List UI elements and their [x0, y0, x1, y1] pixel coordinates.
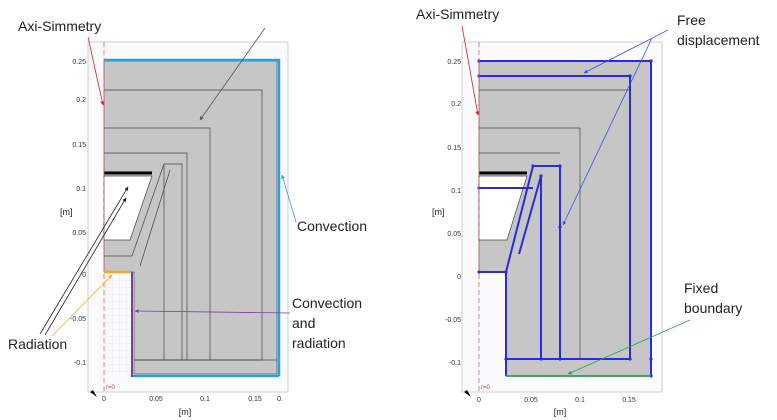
- right-origin-arrow: [464, 390, 471, 397]
- right-label-axi-symmetry: Axi-Simmetry: [416, 6, 499, 22]
- right-x-unit: [m]: [554, 407, 567, 417]
- left-arrow-radiation-3: [51, 274, 113, 337]
- right-y-ticks: 0.25 0.2 0.15 0.1 0.05 0 -0.05 -0.1: [445, 59, 461, 367]
- left-arrow-convection: [281, 174, 297, 223]
- left-inner-line: [104, 127, 211, 360]
- right-y-tick-label: 0.2: [451, 101, 461, 108]
- left-x-tick-label: 0.1: [200, 396, 210, 403]
- right-y-tick-label: 0: [457, 274, 461, 281]
- left-y-tick-label: -0.1: [74, 360, 86, 367]
- left-y-tick-label: 0.2: [76, 97, 86, 104]
- right-y-tick-label: 0.1: [451, 188, 461, 195]
- left-y-tick-label: -0.05: [70, 316, 86, 323]
- right-y-unit: [m]: [432, 207, 445, 217]
- right-arrow-fixed: [567, 319, 691, 375]
- left-x-unit: [m]: [179, 407, 192, 417]
- right-node: [539, 357, 543, 361]
- left-label-convrad-1: Convection: [292, 295, 362, 311]
- right-free-inner-l: [479, 75, 631, 360]
- left-y-tick-label: 0.25: [72, 59, 86, 66]
- left-convection-boundary: [104, 58, 281, 376]
- right-node: [628, 74, 632, 78]
- right-y-tick-label: 0.25: [447, 59, 461, 66]
- right-label-fixed-1: Fixed: [684, 280, 718, 296]
- right-free-slant: [505, 165, 561, 359]
- left-y-unit: [m]: [60, 207, 73, 217]
- left-x-tick-label: 0.: [277, 396, 283, 403]
- left-origin-arrow: [90, 390, 97, 397]
- right-label-free-1: Free: [677, 12, 706, 28]
- right-x-ticks: 0 0.05 0.1 0.15: [477, 397, 636, 404]
- right-node: [558, 357, 562, 361]
- right-panel: r=0 0.25 0.2 0.15 0.1 0.05 0 -0.05 -0.1 …: [416, 6, 760, 417]
- right-node: [649, 59, 653, 63]
- left-arrow-axi-symmetry: [87, 36, 105, 106]
- right-arrow-free-2: [562, 37, 653, 226]
- right-node: [558, 164, 562, 168]
- left-y-tick-label: 0: [82, 272, 86, 279]
- left-mesh-area: [104, 272, 134, 374]
- left-label-convection: Convection: [297, 218, 367, 234]
- left-slant-line: [139, 169, 171, 267]
- right-y-tick-label: 0.15: [447, 145, 461, 152]
- right-node: [539, 174, 543, 178]
- right-x-tick-label: 0.1: [575, 397, 585, 404]
- left-arrow-domain: [199, 27, 266, 121]
- right-node: [628, 357, 632, 361]
- left-label-convrad-3: radiation: [292, 335, 346, 351]
- left-x-tick-label: 0: [102, 396, 106, 403]
- right-x-tick-label: 0: [477, 397, 481, 404]
- right-node: [504, 270, 508, 274]
- left-x-tick-label: 0.05: [149, 396, 163, 403]
- right-label-free-2: displacement: [677, 32, 760, 48]
- right-arrow-free-1: [583, 29, 669, 74]
- right-r-marker: r=0: [481, 385, 491, 391]
- right-node: [504, 357, 508, 361]
- left-y-tick-label: 0.05: [72, 230, 86, 237]
- left-y-ticks: 0.25 0.2 0.15 0.1 0.05 0 -0.05 -0.1: [70, 59, 86, 367]
- left-arrow-convrad: [134, 309, 291, 314]
- left-x-tick-label: 0.15: [248, 396, 262, 403]
- right-inner-line: [479, 127, 581, 359]
- right-arrow-axi-symmetry: [461, 25, 480, 116]
- left-panel: r=0 0.25 0.2 0.15 0.1 0.05 0 -0.05 -0.1 …: [8, 18, 367, 417]
- left-label-axi-symmetry: Axi-Simmetry: [18, 18, 101, 34]
- left-x-ticks: 0 0.05 0.1 0.15 0.: [102, 396, 283, 403]
- right-node: [531, 164, 535, 168]
- right-y-tick-label: 0.05: [447, 231, 461, 238]
- left-inner-line: [164, 163, 183, 360]
- left-inner-line: [104, 152, 188, 360]
- left-y-tick-label: 0.1: [76, 186, 86, 193]
- right-node: [558, 225, 562, 229]
- right-x-tick-label: 0.05: [524, 397, 538, 404]
- left-arrow-radiation-1: [39, 186, 129, 335]
- left-label-convrad-2: and: [292, 315, 315, 331]
- left-y-tick-label: 0.15: [72, 142, 86, 149]
- left-label-radiation: Radiation: [8, 336, 67, 352]
- left-slant-line: [104, 163, 165, 257]
- left-r-marker: r=0: [106, 385, 116, 391]
- left-arrow-radiation-2: [44, 197, 127, 336]
- right-label-fixed-2: boundary: [684, 300, 742, 316]
- right-y-tick-label: -0.1: [449, 360, 461, 367]
- right-x-tick-label: 0.15: [622, 397, 636, 404]
- right-node: [477, 270, 481, 274]
- right-node: [649, 357, 653, 361]
- right-y-tick-label: -0.05: [445, 317, 461, 324]
